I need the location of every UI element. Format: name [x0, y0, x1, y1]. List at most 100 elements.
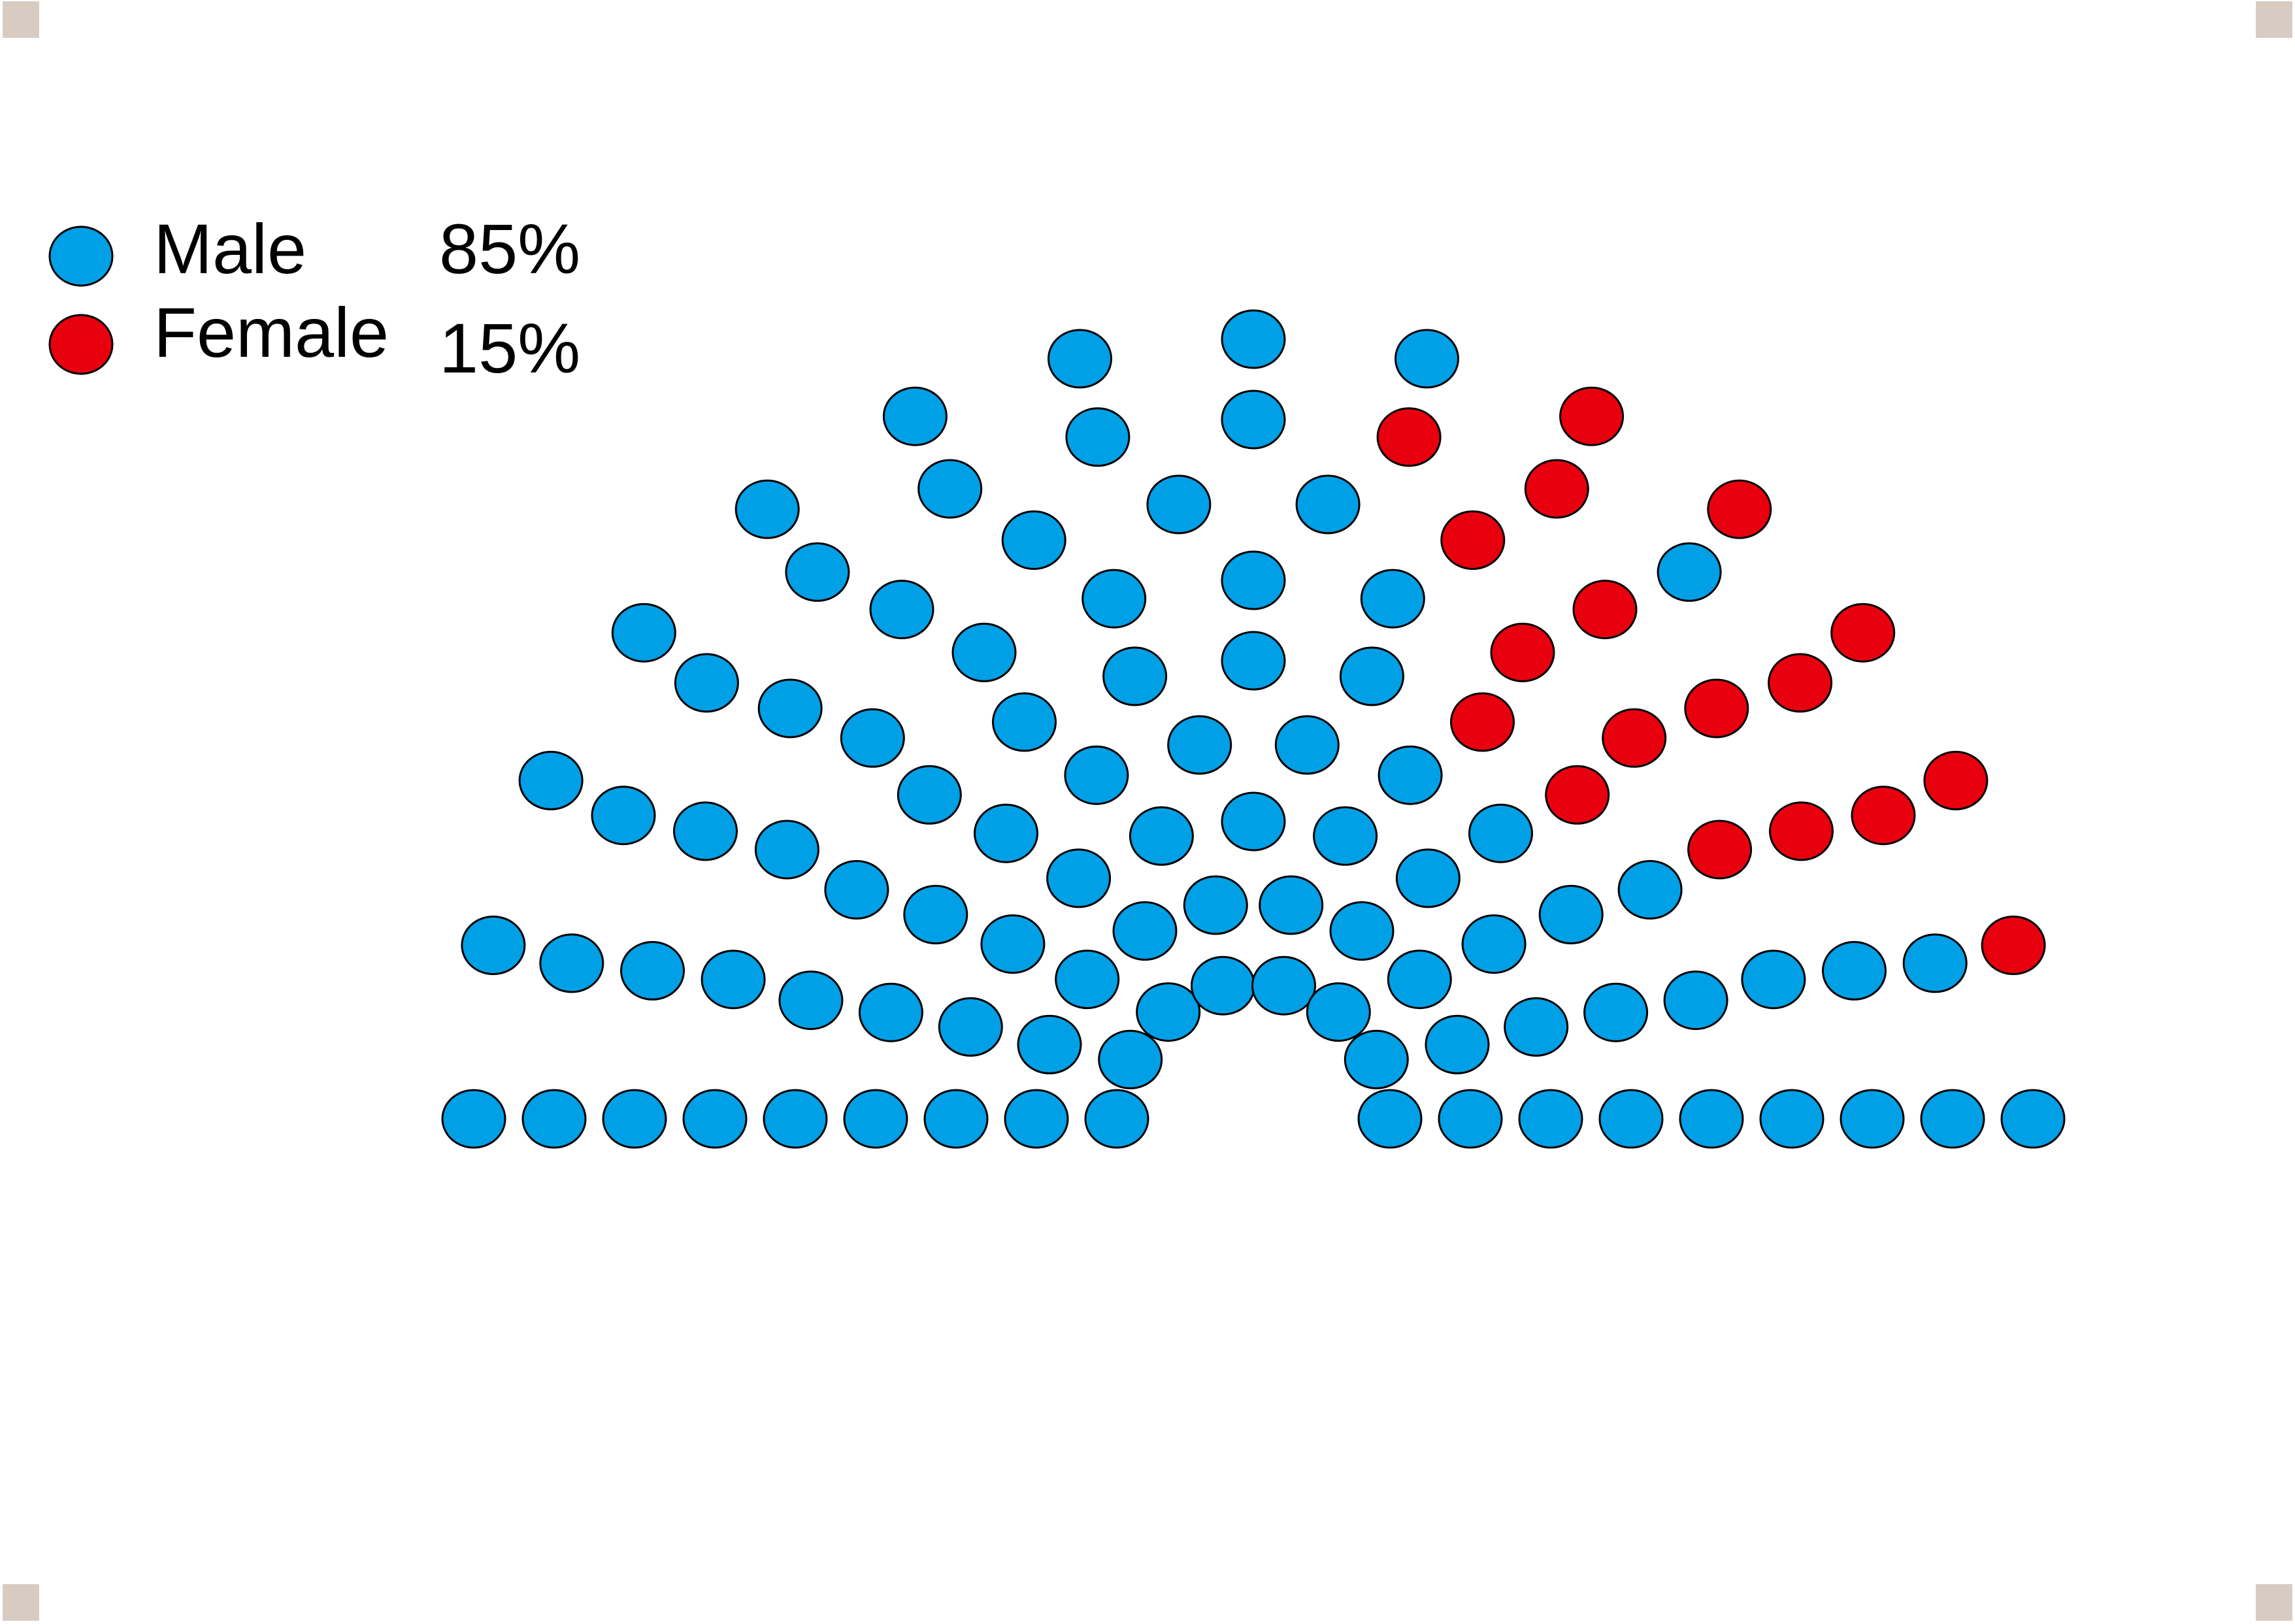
- seat-male: [1017, 1014, 1082, 1074]
- seat-female: [1707, 479, 1772, 539]
- seat-male: [974, 803, 1038, 863]
- seat-male: [1129, 806, 1194, 866]
- seat-female: [1524, 459, 1589, 519]
- seat-female: [1440, 510, 1506, 570]
- seat-female: [1769, 801, 1834, 861]
- seat-male: [1295, 474, 1361, 535]
- seat-male: [518, 750, 584, 810]
- seat-male: [951, 622, 1017, 682]
- legend-label-male: Male: [154, 209, 306, 288]
- seat-female: [1981, 916, 2046, 975]
- seat-female: [1684, 678, 1749, 738]
- seat-male: [938, 997, 1003, 1057]
- legend-value-female: 15%: [439, 308, 580, 388]
- seat-male: [917, 459, 983, 519]
- seat-male: [1617, 860, 1683, 920]
- seat-male: [1360, 569, 1425, 629]
- seat-male: [1357, 1089, 1423, 1149]
- seat-male: [903, 885, 968, 944]
- seat-male: [1395, 329, 1459, 389]
- seat-male: [1048, 329, 1112, 389]
- seat-male: [1004, 1089, 1069, 1149]
- seat-male: [1221, 631, 1286, 691]
- seat-male: [897, 765, 962, 825]
- seat-male: [1387, 950, 1452, 1010]
- seat-male: [1741, 950, 1806, 1010]
- seat-male: [673, 801, 738, 861]
- seat-male: [539, 933, 604, 993]
- seat-male: [521, 1089, 587, 1149]
- seat-male: [1084, 1089, 1149, 1149]
- seat-male: [1259, 875, 1324, 935]
- seat-male: [1657, 542, 1722, 602]
- seat-male: [980, 914, 1046, 974]
- seat-male: [1344, 1029, 1409, 1089]
- seat-male: [620, 940, 685, 1001]
- seat-male: [923, 1089, 989, 1149]
- seat-male: [785, 542, 850, 602]
- seat-male: [869, 580, 934, 640]
- seat-male: [778, 970, 844, 1031]
- seat-male: [1183, 875, 1248, 935]
- seat-male: [1221, 389, 1286, 450]
- seat-female: [1851, 786, 1916, 846]
- seat-male: [1679, 1089, 1744, 1149]
- seat-female: [1572, 580, 1638, 640]
- seat-male: [1102, 646, 1168, 706]
- seat-female: [1545, 765, 1610, 825]
- seat-male: [461, 916, 526, 975]
- legend-value-male: 85%: [439, 209, 580, 288]
- seat-male: [1468, 803, 1533, 863]
- seat-male: [1438, 1089, 1503, 1149]
- seat-male: [1840, 1089, 1905, 1149]
- seat-male: [1221, 550, 1286, 610]
- legend: Male 85% Female 15%: [48, 209, 580, 388]
- seat-male: [1251, 955, 1316, 1016]
- seat-female: [1830, 603, 1896, 663]
- seat-male: [1221, 309, 1286, 369]
- corner-mark-bottom-right: [2256, 1584, 2292, 1621]
- seat-male: [1902, 933, 1968, 993]
- seat-male: [1001, 510, 1066, 570]
- seat-male: [1461, 914, 1527, 974]
- seat-male: [1378, 745, 1443, 805]
- seat-male: [674, 653, 739, 713]
- seat-male: [602, 1089, 667, 1149]
- seat-male: [1136, 982, 1201, 1042]
- seat-male: [1167, 715, 1232, 775]
- seat-female: [1490, 622, 1555, 682]
- seat-male: [1046, 848, 1112, 908]
- seat-female: [1559, 386, 1625, 446]
- seat-male: [1425, 1014, 1490, 1074]
- seat-male: [840, 708, 905, 768]
- legend-item-male: Male 85%: [48, 209, 580, 288]
- seat-male: [1191, 955, 1255, 1016]
- seat-female: [1687, 820, 1753, 880]
- seat-male: [1274, 715, 1340, 775]
- seats: [441, 309, 2066, 1149]
- seat-male: [757, 678, 823, 738]
- seat-male: [754, 820, 819, 880]
- seat-male: [824, 860, 889, 920]
- corner-mark-top-right: [2256, 1, 2292, 38]
- seat-male: [1064, 745, 1129, 805]
- seat-male: [735, 479, 800, 539]
- seat-female: [1376, 407, 1442, 467]
- corner-mark-bottom-left: [3, 1584, 39, 1621]
- seat-male: [1822, 940, 1887, 1001]
- seat-male: [1538, 885, 1604, 944]
- seat-male: [1339, 646, 1404, 706]
- seat-male: [1098, 1029, 1163, 1089]
- seat-male: [1065, 407, 1131, 467]
- seat-male: [1313, 806, 1378, 866]
- seat-male: [1081, 569, 1147, 629]
- seat-male: [1598, 1089, 1664, 1149]
- seat-male: [1221, 791, 1286, 852]
- seat-male: [1055, 950, 1120, 1010]
- seat-male: [1583, 982, 1649, 1042]
- seat-male: [992, 692, 1057, 752]
- seat-male: [1518, 1089, 1583, 1149]
- seat-male: [701, 950, 766, 1010]
- seat-male: [611, 603, 676, 663]
